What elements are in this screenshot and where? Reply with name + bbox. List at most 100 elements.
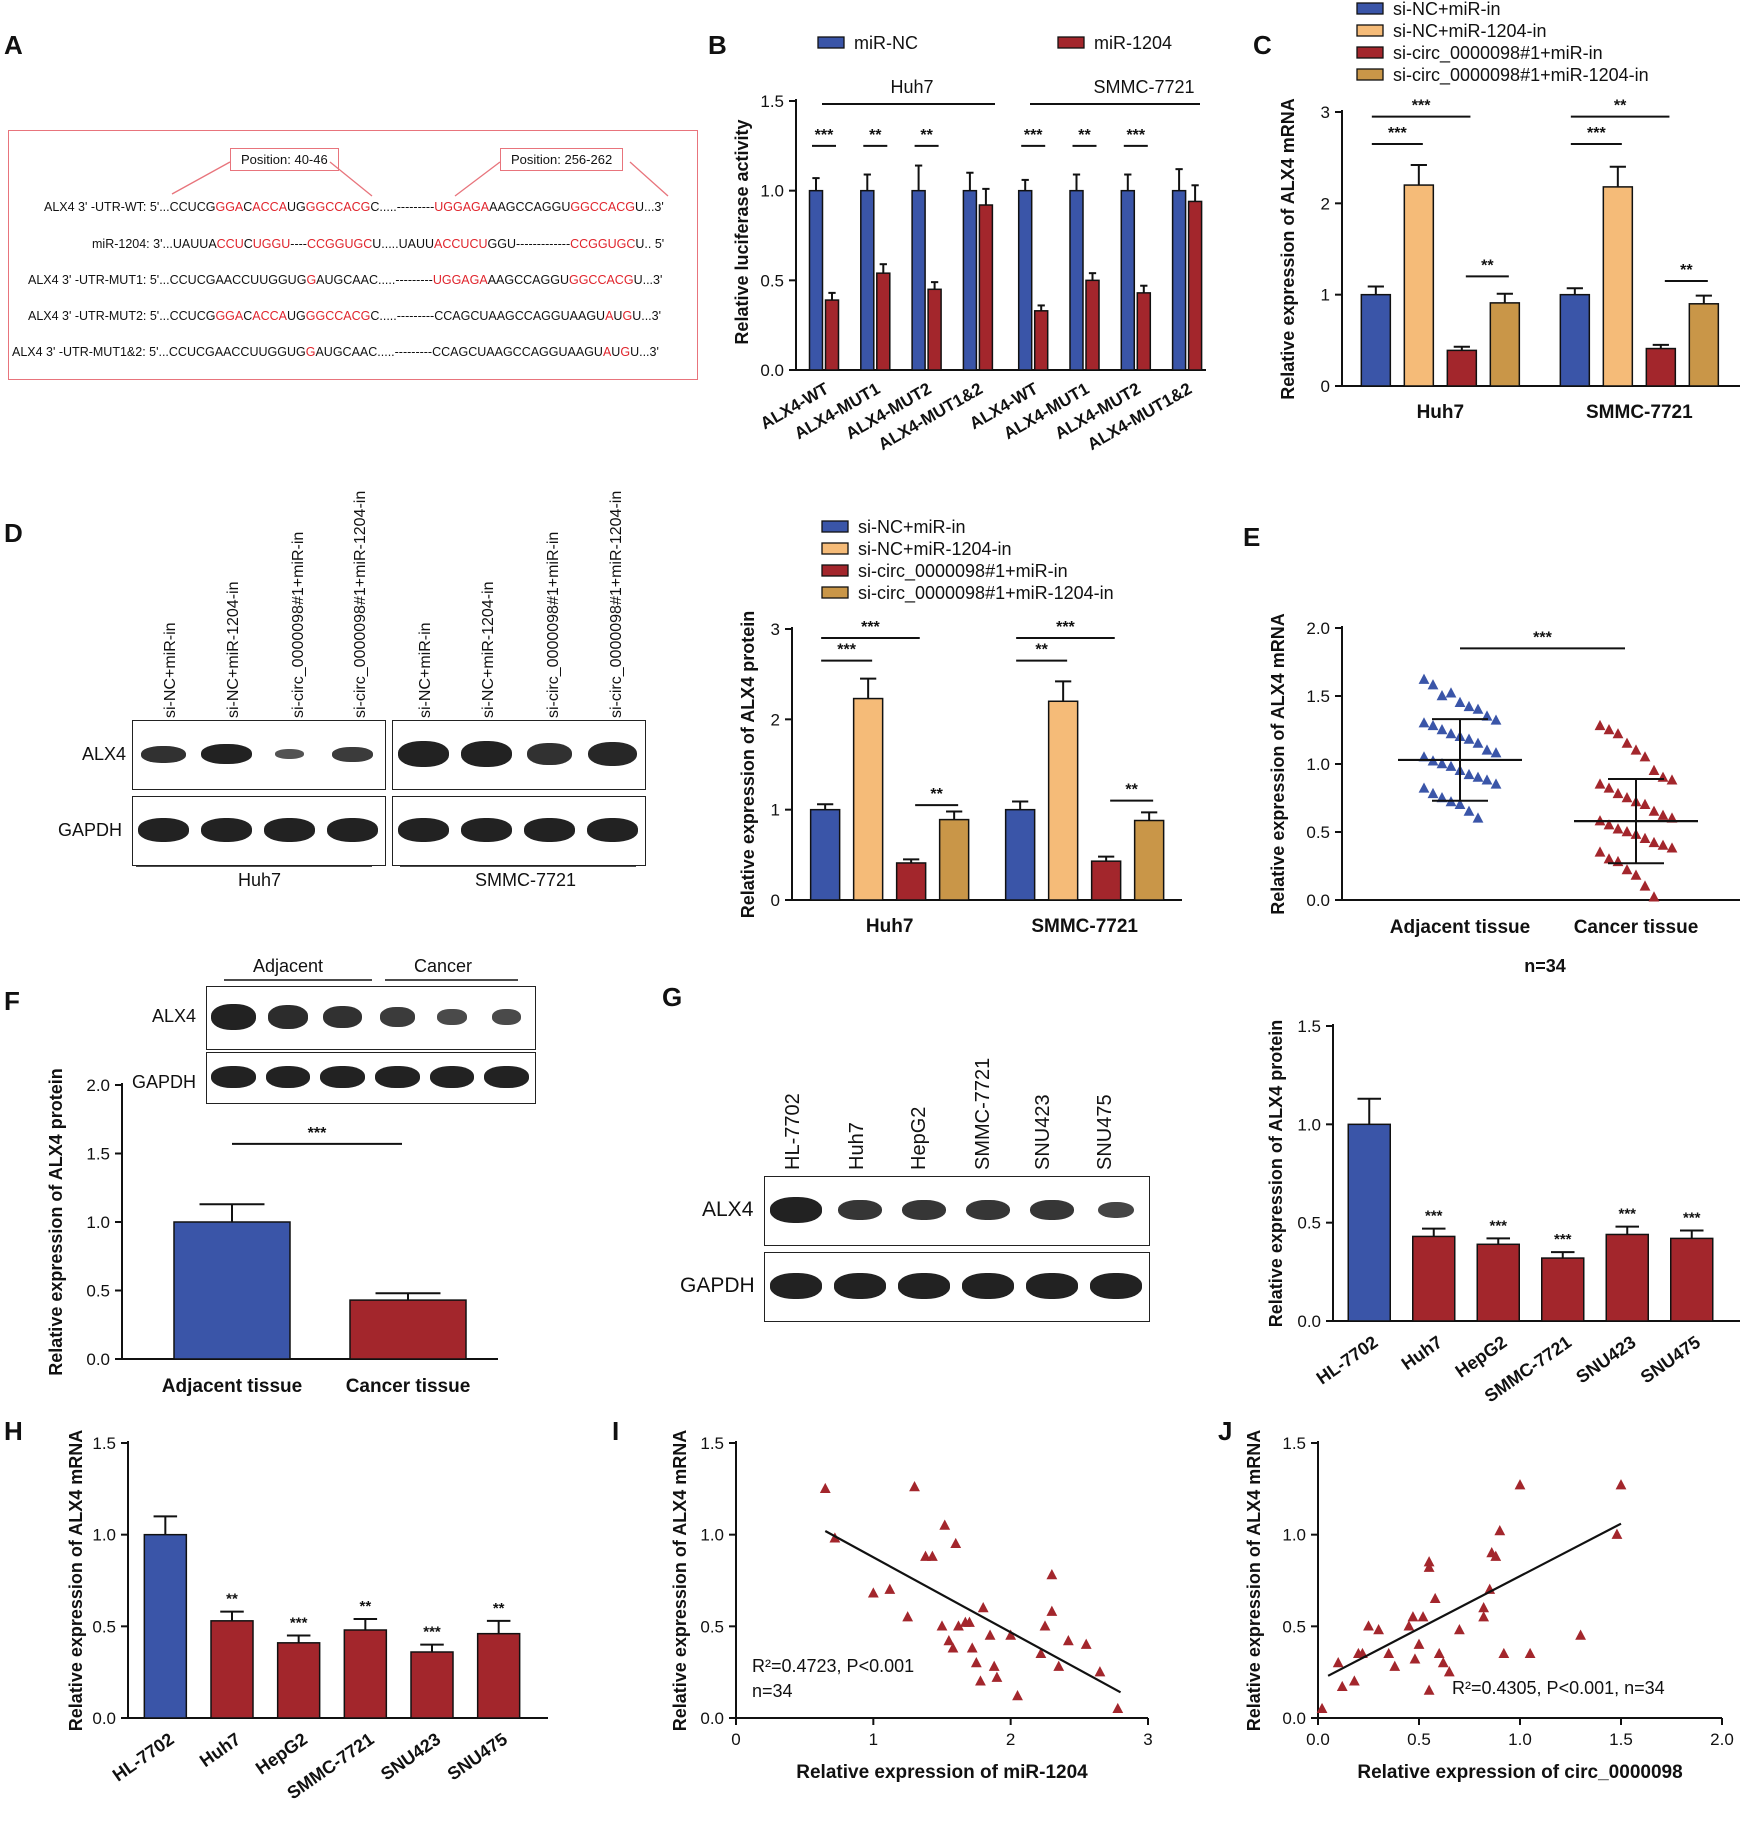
blot-band [275, 749, 304, 759]
data-point [984, 1629, 996, 1640]
lane-label: si-circ_0000098#1+miR-in [545, 531, 562, 718]
blot-band [961, 1273, 1015, 1299]
legend-label: si-NC+miR-in [858, 517, 966, 537]
sequence-site: UGGU [252, 237, 291, 251]
data-point [1463, 700, 1475, 712]
data-point [1648, 836, 1660, 848]
y-axis-label: Relative expression of ALX4 protein [46, 1068, 66, 1375]
data-point [1348, 1675, 1360, 1686]
data-point [926, 1550, 938, 1561]
bar [1541, 1257, 1585, 1322]
data-point [1639, 880, 1651, 891]
bar [927, 288, 942, 371]
blot-band [523, 818, 576, 842]
sequence-row: ALX4 3' -UTR-WT: 5'...CCUCGGGACACCAUGGGC… [44, 200, 664, 214]
data-point [1657, 809, 1669, 820]
sequence-segment: ---- [290, 237, 307, 251]
blot-band [586, 818, 639, 842]
y-tick-label: 2.0 [1306, 619, 1330, 638]
lane-label: si-circ_0000098#1+miR-1204-in [352, 490, 369, 718]
y-tick-label: 0.0 [700, 1709, 724, 1728]
data-point [1454, 798, 1466, 809]
data-point [1417, 1611, 1429, 1622]
bar [962, 189, 978, 371]
panel-label-a: A [4, 30, 23, 60]
significance-mark: *** [861, 619, 880, 636]
blot-band [587, 741, 638, 767]
data-point [1454, 1624, 1465, 1635]
blot-band [1097, 1201, 1135, 1219]
significance-mark: ** [1481, 257, 1494, 274]
blot-band [379, 1007, 415, 1027]
data-point [1594, 719, 1606, 731]
data-point [1514, 1479, 1526, 1490]
sequence-site: GGCCACG [305, 200, 371, 214]
sequence-segment: UG [287, 200, 306, 214]
data-point [1472, 812, 1484, 823]
sequence-site: UGGAGA [434, 200, 490, 214]
blot-band [267, 1005, 309, 1029]
lane-label: SNU423 [1032, 1094, 1054, 1170]
blot-band [397, 741, 450, 767]
data-point [1615, 1479, 1627, 1490]
data-point [1472, 703, 1484, 714]
data-point [1112, 1702, 1124, 1714]
sequence-site: G [305, 345, 316, 359]
y-tick-label: 1.5 [92, 1434, 116, 1453]
data-point [1039, 1620, 1051, 1631]
regression-line [1327, 1522, 1622, 1677]
lane-label: Huh7 [846, 1122, 868, 1170]
bar [343, 1629, 388, 1719]
y-tick-label: 1.5 [86, 1145, 110, 1164]
blot-band [1089, 1273, 1143, 1299]
blot-band [437, 1009, 467, 1025]
data-point [964, 1616, 975, 1627]
data-point [1612, 787, 1624, 799]
y-tick-label: 0.0 [92, 1709, 116, 1728]
significance-mark: ** [920, 127, 933, 144]
blot-band [320, 1066, 366, 1088]
data-point [939, 1519, 951, 1530]
data-point [1648, 891, 1660, 902]
sample-size: n=34 [1524, 956, 1566, 976]
blot-band [527, 742, 572, 766]
sequence-segment: 5'...CCUCG [149, 200, 216, 214]
data-point [1418, 717, 1430, 728]
bar [808, 189, 824, 371]
y-tick-label: 3 [771, 620, 780, 639]
data-point [902, 1611, 914, 1622]
x-tick-label: 2.0 [1710, 1730, 1734, 1749]
x-tick-label: 1.5 [1609, 1730, 1633, 1749]
significance-mark: *** [1056, 619, 1075, 636]
y-tick-label: 3 [1321, 103, 1330, 122]
lane-label: si-NC+miR-in [162, 622, 179, 718]
blot-band [460, 741, 513, 767]
sequence-site: G [620, 345, 631, 359]
bar [1670, 1237, 1714, 1322]
sequence-segment: AAGCCAGGU [489, 200, 571, 214]
y-tick-label: 1.5 [1306, 687, 1330, 706]
data-point [1630, 869, 1642, 880]
y-tick-label: 1.5 [1297, 1017, 1321, 1036]
x-tick-label: 0 [731, 1730, 740, 1749]
panel-label-d: D [4, 518, 23, 548]
blot-band [326, 818, 379, 842]
group-label: Cancer [414, 956, 473, 976]
data-point [1383, 1647, 1395, 1659]
data-point [1423, 1684, 1435, 1695]
y-tick-label: 0.5 [92, 1617, 116, 1636]
significance-mark: *** [290, 1615, 308, 1632]
bar [824, 299, 840, 371]
x-tick-label: SNU475 [444, 1729, 511, 1784]
blot-gapdh-cells [764, 1252, 1150, 1322]
bar [1090, 860, 1122, 901]
sequence-segment: 5'...CCUCG [149, 309, 216, 323]
data-point [1472, 771, 1484, 782]
data-point [1389, 1660, 1401, 1671]
y-axis-label: Relative expression of ALX4 mRNA [1278, 98, 1298, 399]
panel-label-h: H [4, 1416, 23, 1446]
x-tick-label: 0.5 [1407, 1730, 1431, 1749]
data-point [1463, 733, 1475, 744]
legend-swatch [1356, 68, 1384, 81]
position-box-2: Position: 256-262 [500, 148, 624, 171]
